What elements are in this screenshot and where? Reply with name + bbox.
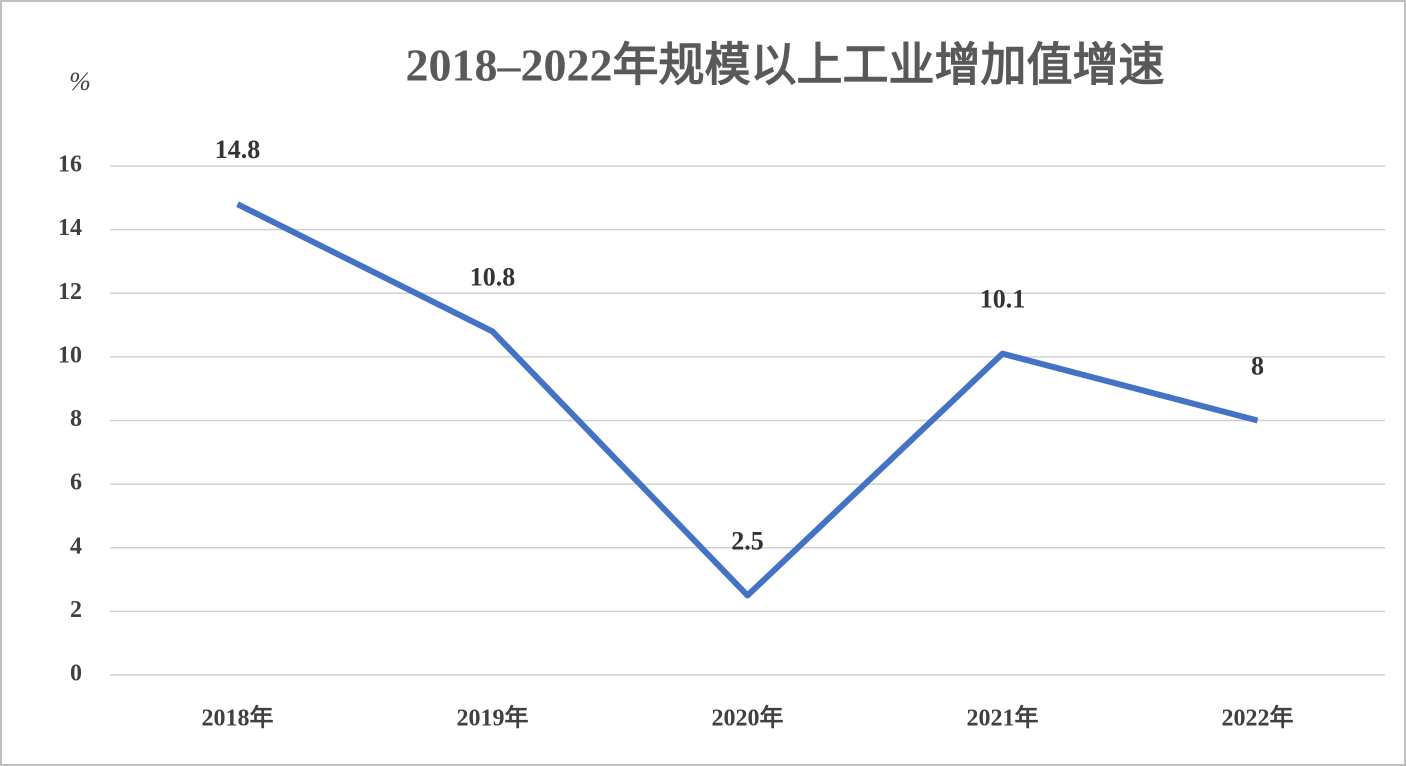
chart-title: 2018–2022年规模以上工业增加值增速 bbox=[406, 40, 1165, 91]
data-label: 10.8 bbox=[470, 262, 516, 291]
data-line bbox=[236, 201, 1259, 599]
y-tick-label: 0 bbox=[70, 661, 82, 687]
data-label: 2.5 bbox=[731, 526, 764, 555]
y-tick-label: 6 bbox=[70, 470, 82, 496]
data-label: 8 bbox=[1251, 351, 1264, 380]
x-tick-label: 2022年 bbox=[1222, 704, 1294, 732]
y-tick-label: 2 bbox=[70, 597, 82, 623]
x-tick-label: 2021年 bbox=[967, 704, 1039, 732]
data-label: 14.8 bbox=[215, 135, 261, 164]
y-tick-label: 16 bbox=[58, 152, 82, 178]
y-axis-label: % bbox=[69, 67, 91, 96]
y-tick-label: 4 bbox=[70, 533, 82, 559]
y-tick-label: 8 bbox=[70, 406, 82, 432]
x-tick-label: 2020年 bbox=[712, 704, 784, 732]
y-tick-label: 12 bbox=[58, 279, 82, 305]
y-tick-label: 14 bbox=[58, 215, 82, 241]
x-tick-label: 2018年 bbox=[202, 704, 274, 732]
data-label: 10.1 bbox=[980, 285, 1026, 314]
y-tick-label: 10 bbox=[58, 342, 82, 368]
x-tick-label: 2019年 bbox=[457, 704, 529, 732]
